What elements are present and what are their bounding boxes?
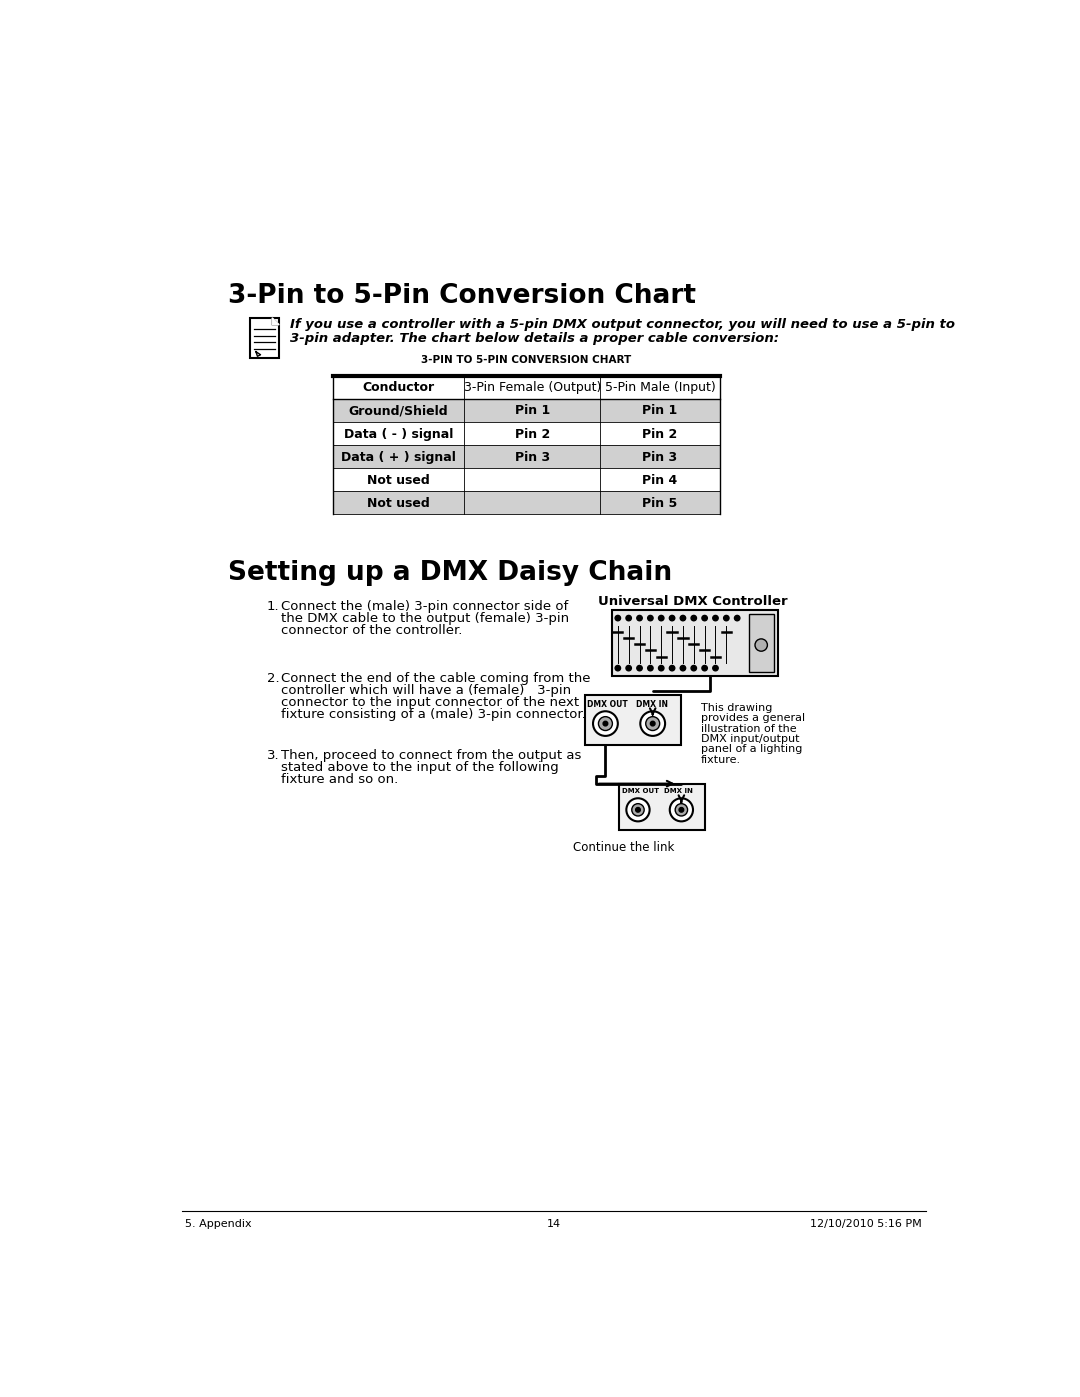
Text: Data ( - ) signal: Data ( - ) signal [343,427,454,440]
Circle shape [670,798,693,821]
Text: Not used: Not used [367,474,430,486]
Text: DMX IN: DMX IN [636,700,669,708]
Text: Pin 4: Pin 4 [643,474,677,486]
Circle shape [659,665,664,671]
Circle shape [637,665,643,671]
Text: 5-Pin Male (Input): 5-Pin Male (Input) [605,381,715,394]
Text: fixture and so on.: fixture and so on. [282,773,399,787]
Circle shape [670,616,675,620]
Bar [584,696,681,745]
Bar [333,376,720,398]
Circle shape [648,665,653,671]
Circle shape [702,665,707,671]
Text: 3-pin adapter. The chart below details a proper cable conversion:: 3-pin adapter. The chart below details a… [291,332,779,345]
Text: Pin 3: Pin 3 [515,451,550,464]
Circle shape [679,807,684,812]
Circle shape [650,721,656,726]
Text: DMX input/output: DMX input/output [701,733,799,745]
Text: Pin 3: Pin 3 [643,451,677,464]
Circle shape [724,616,729,620]
Circle shape [691,616,697,620]
Bar [333,444,720,468]
Text: Pin 1: Pin 1 [643,405,677,418]
Circle shape [640,711,665,736]
Text: Continue the link: Continue the link [572,841,674,855]
Text: connector to the input connector of the next: connector to the input connector of the … [282,696,580,708]
Text: 1.: 1. [267,601,280,613]
Text: controller which will have a (female)   3-pin: controller which will have a (female) 3-… [282,685,571,697]
Circle shape [616,616,621,620]
Circle shape [593,711,618,736]
Text: Setting up a DMX Daisy Chain: Setting up a DMX Daisy Chain [228,560,672,587]
Circle shape [648,616,653,620]
Text: fixture.: fixture. [701,754,741,764]
Text: Ground/Shield: Ground/Shield [349,405,448,418]
Text: DMX OUT: DMX OUT [586,700,627,708]
Circle shape [598,717,612,731]
Circle shape [755,638,768,651]
Bar [333,422,720,444]
Text: fixture consisting of a (male) 3-pin connector.: fixture consisting of a (male) 3-pin con… [282,708,586,721]
Bar [619,784,704,830]
Text: connector of the controller.: connector of the controller. [282,624,463,637]
Circle shape [636,807,640,812]
Text: Not used: Not used [367,497,430,510]
Text: 3-Pin Female (Output): 3-Pin Female (Output) [463,381,600,394]
Text: Connect the (male) 3-pin connector side of: Connect the (male) 3-pin connector side … [282,601,569,613]
Circle shape [626,665,632,671]
Circle shape [670,665,675,671]
Bar [333,398,720,422]
Bar [333,468,720,490]
Text: 3.: 3. [267,749,280,761]
Text: 3-PIN TO 5-PIN CONVERSION CHART: 3-PIN TO 5-PIN CONVERSION CHART [421,355,632,365]
Text: Pin 5: Pin 5 [643,497,677,510]
Text: Conductor: Conductor [363,381,434,394]
Text: 3-Pin to 5-Pin Conversion Chart: 3-Pin to 5-Pin Conversion Chart [228,284,696,309]
Text: If you use a controller with a 5-pin DMX output connector, you will need to use : If you use a controller with a 5-pin DMX… [291,317,955,331]
Circle shape [646,717,660,731]
Bar [333,490,720,514]
Text: This drawing: This drawing [701,703,772,712]
Circle shape [632,803,644,816]
Text: Universal DMX Controller: Universal DMX Controller [598,595,787,608]
Text: Pin 2: Pin 2 [643,427,677,440]
Text: Pin 2: Pin 2 [514,427,550,440]
Text: illustration of the: illustration of the [701,724,796,733]
Text: stated above to the input of the following: stated above to the input of the followi… [282,761,559,774]
Circle shape [637,616,643,620]
Circle shape [713,665,718,671]
Polygon shape [272,317,279,324]
Circle shape [675,803,688,816]
Text: Then, proceed to connect from the output as: Then, proceed to connect from the output… [282,749,582,761]
Circle shape [734,616,740,620]
Text: 14: 14 [546,1218,561,1229]
Text: Pin 1: Pin 1 [514,405,550,418]
Text: DMX IN: DMX IN [664,788,693,795]
Text: Connect the end of the cable coming from the: Connect the end of the cable coming from… [282,672,591,685]
Text: 2.: 2. [267,672,280,685]
Text: provides a general: provides a general [701,714,805,724]
Bar [249,317,279,358]
Text: the DMX cable to the output (female) 3-pin: the DMX cable to the output (female) 3-p… [282,612,569,626]
Bar [611,610,779,676]
Circle shape [680,665,686,671]
Circle shape [626,616,632,620]
Bar [748,615,773,672]
Circle shape [626,798,649,821]
Text: panel of a lighting: panel of a lighting [701,745,802,754]
Text: Data ( + ) signal: Data ( + ) signal [341,451,456,464]
Circle shape [603,721,608,726]
Circle shape [680,616,686,620]
Circle shape [659,616,664,620]
Text: DMX OUT: DMX OUT [622,788,659,795]
Text: 5. Appendix: 5. Appendix [186,1218,252,1229]
Text: 12/10/2010 5:16 PM: 12/10/2010 5:16 PM [810,1218,921,1229]
Circle shape [713,616,718,620]
Circle shape [702,616,707,620]
Circle shape [616,665,621,671]
Circle shape [691,665,697,671]
